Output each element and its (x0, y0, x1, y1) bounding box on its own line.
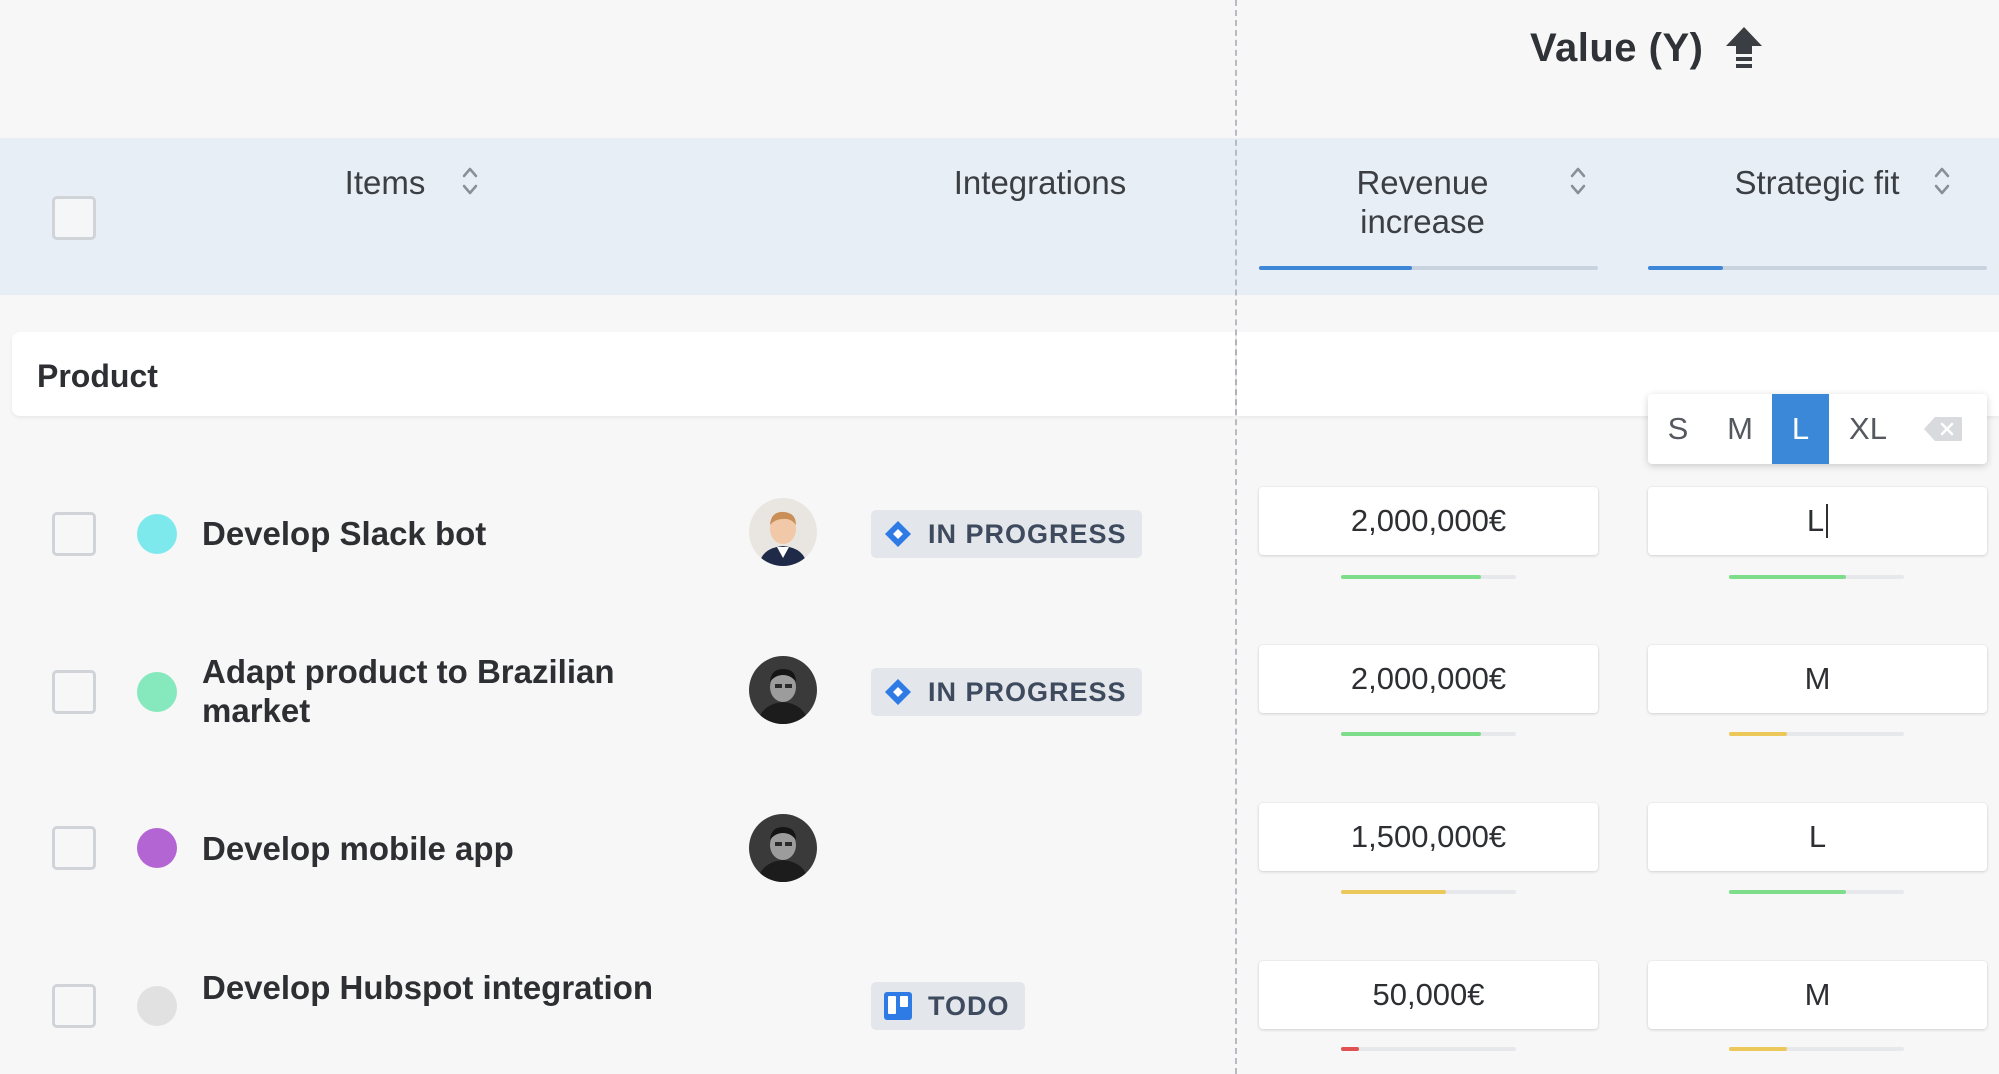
strategic-fit-score-bar (1729, 732, 1904, 736)
revenue-weight-fill (1259, 266, 1412, 270)
item-title[interactable]: Develop Slack bot (202, 515, 487, 552)
table-header (0, 138, 1999, 295)
revenue-score-bar (1341, 575, 1516, 579)
size-option-l[interactable]: L (1772, 394, 1829, 464)
jira-icon (885, 521, 911, 547)
sort-icon[interactable] (1931, 164, 1953, 198)
avatar[interactable] (749, 498, 817, 566)
item-title[interactable]: Develop mobile app (202, 830, 514, 867)
strategic-fit-weight-bar (1648, 266, 1987, 270)
sort-icon[interactable] (1567, 164, 1589, 198)
text-cursor (1826, 503, 1829, 538)
up-arrow-icon[interactable] (1722, 25, 1766, 71)
size-option-m[interactable]: M (1727, 411, 1753, 446)
section-divider (1235, 0, 1237, 1074)
size-option-xl[interactable]: XL (1849, 411, 1887, 446)
strategic-fit-score-fill (1729, 1047, 1787, 1051)
strategic-fit-input[interactable]: M (1648, 645, 1987, 713)
column-header-strategic-fit[interactable]: Strategic fit (1734, 164, 1900, 201)
jira-icon (885, 679, 911, 705)
column-header-items[interactable]: Items (344, 164, 426, 201)
section-title: Value (Y) (1530, 26, 1704, 70)
avatar[interactable] (749, 814, 817, 882)
strategic-fit-score-fill (1729, 732, 1787, 736)
strategic-fit-score-bar (1729, 575, 1904, 579)
row-checkbox[interactable] (52, 826, 96, 870)
strategic-fit-input[interactable]: L (1648, 487, 1987, 555)
group-row[interactable] (12, 332, 1235, 416)
column-header-revenue-increase[interactable]: Revenue increase (1356, 164, 1489, 240)
strategic-fit-score-fill (1729, 890, 1847, 894)
revenue-score-fill (1341, 1047, 1359, 1051)
revenue-input[interactable]: 50,000€ (1259, 961, 1598, 1029)
strategic-fit-score-bar (1729, 1047, 1904, 1051)
avatar[interactable] (749, 656, 817, 724)
strategic-fit-score-bar (1729, 890, 1904, 894)
badge-label: IN PROGRESS (928, 518, 1127, 549)
revenue-score-fill (1341, 890, 1446, 894)
revenue-input[interactable]: 2,000,000€ (1259, 645, 1598, 713)
row-checkbox[interactable] (52, 984, 96, 1028)
integration-badge[interactable]: IN PROGRESS (871, 668, 1142, 716)
item-title[interactable]: Adapt product to Brazilian market (202, 653, 615, 729)
revenue-score-fill (1341, 732, 1481, 736)
item-color-dot (137, 514, 177, 554)
size-picker-popup: S M L XL (1648, 394, 1987, 464)
strategic-fit-value: L (1806, 503, 1825, 538)
trello-icon (884, 992, 912, 1020)
size-option-s[interactable]: S (1667, 411, 1689, 446)
group-label: Product (37, 358, 158, 394)
strategic-fit-input[interactable]: M (1648, 961, 1987, 1029)
revenue-score-bar (1341, 890, 1516, 894)
integration-badge[interactable]: TODO (871, 982, 1025, 1030)
revenue-score-bar (1341, 1047, 1516, 1051)
integration-badge[interactable]: IN PROGRESS (871, 510, 1142, 558)
badge-label: TODO (928, 990, 1010, 1021)
revenue-weight-bar (1259, 266, 1598, 270)
item-title[interactable]: Develop Hubspot integration (202, 969, 654, 1006)
badge-label: IN PROGRESS (928, 676, 1127, 707)
strategic-fit-input[interactable]: L (1648, 803, 1987, 871)
column-header-integrations[interactable]: Integrations (953, 164, 1127, 201)
item-color-dot (137, 672, 177, 712)
sort-icon[interactable] (459, 164, 481, 198)
backspace-icon[interactable] (1923, 416, 1963, 442)
select-all-checkbox[interactable] (52, 196, 96, 240)
row-checkbox[interactable] (52, 512, 96, 556)
item-color-dot (137, 828, 177, 868)
strategic-fit-score-fill (1729, 575, 1847, 579)
revenue-score-fill (1341, 575, 1481, 579)
row-checkbox[interactable] (52, 670, 96, 714)
revenue-input[interactable]: 1,500,000€ (1259, 803, 1598, 871)
revenue-input[interactable]: 2,000,000€ (1259, 487, 1598, 555)
item-color-dot (137, 986, 177, 1026)
strategic-fit-weight-fill (1648, 266, 1723, 270)
revenue-score-bar (1341, 732, 1516, 736)
